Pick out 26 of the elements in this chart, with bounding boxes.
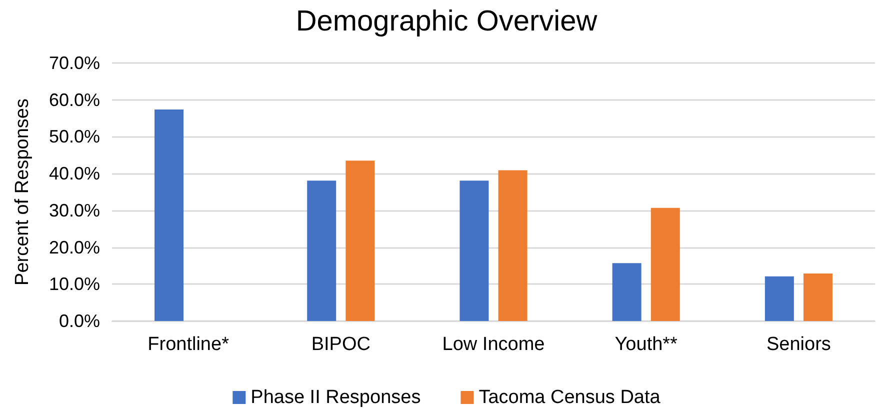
bar [498, 170, 528, 321]
y-axis-title: Percent of Responses [12, 98, 33, 286]
x-tick-label: Youth** [614, 334, 678, 355]
x-tick-label: BIPOC [311, 334, 370, 355]
y-tick-label: 70.0% [48, 53, 100, 73]
y-tick-label: 50.0% [48, 126, 100, 147]
y-tick-label: 20.0% [48, 237, 100, 258]
y-tick-label: 40.0% [48, 164, 100, 184]
y-tick-label: 10.0% [48, 274, 100, 294]
bar [154, 109, 184, 321]
x-tick-label: Low Income [442, 334, 545, 355]
legend-label: Phase II Responses [250, 387, 421, 408]
bar [803, 273, 832, 321]
bar [650, 208, 680, 321]
bar [764, 276, 794, 321]
legend-label: Tacoma Census Data [478, 387, 661, 408]
chart-title: Demographic Overview [296, 6, 598, 38]
y-tick-label: 0.0% [58, 311, 100, 331]
bar [307, 180, 336, 321]
y-tick-label: 30.0% [48, 200, 100, 220]
bar [460, 180, 489, 321]
x-tick-label: Seniors [766, 334, 831, 355]
bar [346, 160, 375, 321]
bar [612, 263, 642, 321]
x-tick-label: Frontline* [148, 334, 230, 355]
y-tick-label: 60.0% [48, 90, 100, 110]
